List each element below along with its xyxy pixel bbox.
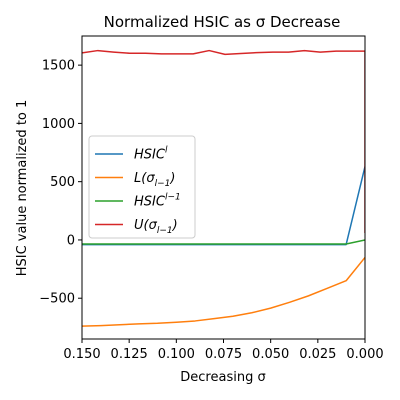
- x-tick-label: 0.000: [346, 347, 383, 362]
- y-tick-label: 0: [67, 233, 75, 248]
- series-line-2: [82, 239, 365, 245]
- series-line-3: [82, 49, 365, 233]
- chart-title: Normalized HSIC as σ Decrease: [104, 13, 341, 31]
- legend: HSICl L(σl−1) HSICl−1 U(σl−1): [88, 135, 196, 239]
- y-tick-label: 1000: [42, 117, 75, 132]
- y-tick-label: 500: [50, 175, 75, 190]
- legend-label-2: HSICl−1: [134, 193, 181, 210]
- y-tick-label: 1500: [42, 59, 75, 74]
- series-line-1: [82, 256, 365, 327]
- legend-label-0: HSICl: [134, 146, 168, 163]
- x-tick-label: 0.075: [205, 347, 242, 362]
- x-tick-label: 0.050: [252, 347, 289, 362]
- y-tick-label: −500: [39, 292, 75, 307]
- x-tick-label: 0.025: [299, 347, 336, 362]
- legend-frame: [88, 135, 196, 239]
- x-tick-label: 0.125: [111, 347, 148, 362]
- x-tick-label: 0.100: [158, 347, 195, 362]
- y-axis-label: HSIC value normalized to 1: [15, 100, 30, 277]
- x-axis-label: Decreasing σ: [180, 370, 265, 385]
- legend-label-1: L(σl−1): [134, 171, 175, 189]
- x-tick-label: 0.150: [63, 347, 100, 362]
- plot-frame: [81, 35, 366, 340]
- legend-label-3: U(σl−1): [134, 218, 178, 236]
